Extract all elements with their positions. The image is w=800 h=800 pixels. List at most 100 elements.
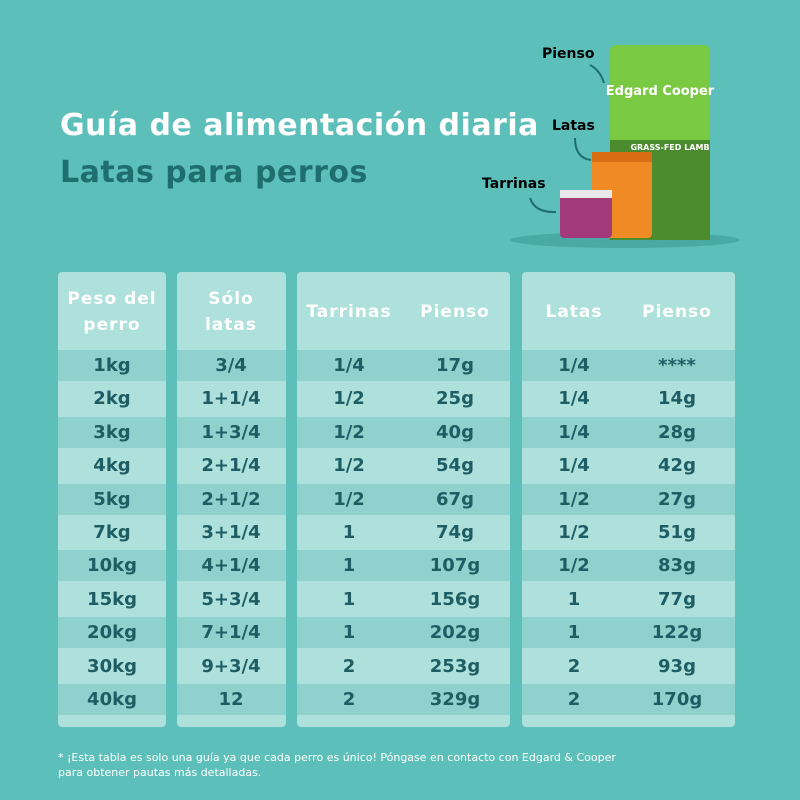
table-cell: 2 xyxy=(567,655,581,677)
table-cell: 2 xyxy=(342,655,356,677)
table-cell: 5+3/4 xyxy=(201,588,261,610)
row-stripe xyxy=(58,684,166,715)
table-cell: 14g xyxy=(658,388,696,410)
table-cell: 253g xyxy=(429,655,481,677)
table-cell: 170g xyxy=(651,689,703,710)
table-cell: 7+1/4 xyxy=(201,622,261,644)
table-cell: 15kg xyxy=(87,588,137,610)
table-cell: 1/4 xyxy=(333,355,365,376)
table-cell: 1 xyxy=(342,622,356,644)
table-cell: 156g xyxy=(429,588,481,610)
table-cell: 74g xyxy=(436,522,474,543)
table-cell: 10kg xyxy=(87,555,137,577)
table-cell: 1/2 xyxy=(333,421,365,443)
row-stripe xyxy=(522,617,735,649)
title: Guía de alimentación diaria xyxy=(60,108,539,143)
table-cell: 329g xyxy=(429,689,481,710)
row-stripe xyxy=(177,617,286,649)
table-cell: 1 xyxy=(567,588,581,610)
table-cell: 67g xyxy=(436,488,474,510)
table-cell: 83g xyxy=(658,555,696,577)
table-cell: 51g xyxy=(658,522,696,543)
table-cell: 1/2 xyxy=(558,488,590,510)
table-cell: 25g xyxy=(436,388,474,410)
column-header: Peso del perro xyxy=(67,289,157,335)
table-cell: 1/2 xyxy=(333,388,365,410)
row-stripe xyxy=(58,550,166,582)
table-cell: 12 xyxy=(218,689,244,710)
table-cell: 3/4 xyxy=(215,355,247,376)
row-stripe xyxy=(58,416,166,448)
tray xyxy=(560,190,612,238)
table-cell: 1/2 xyxy=(333,455,365,477)
table-cell: 2+1/4 xyxy=(201,455,261,477)
table-cell: 202g xyxy=(429,622,481,644)
row-stripe xyxy=(177,416,286,448)
table-cell: 3+1/4 xyxy=(201,522,261,543)
table-cell: 77g xyxy=(658,588,696,610)
table-cell: 1/4 xyxy=(558,388,590,410)
table-cell: 1/2 xyxy=(558,522,590,543)
table-cell: 30kg xyxy=(87,655,137,677)
row-stripe xyxy=(177,684,286,715)
column-header: Tarrinas xyxy=(306,302,392,322)
table-cell: 1 xyxy=(567,622,581,644)
row-stripe xyxy=(297,483,510,515)
flavor: GRASS-FED LAMB xyxy=(630,143,709,152)
subtitle: Latas para perros xyxy=(60,155,368,190)
table-cell: 4kg xyxy=(93,455,131,477)
table-cell: 20kg xyxy=(87,622,137,644)
table-cell: 1+3/4 xyxy=(201,421,261,443)
row-stripe xyxy=(297,684,510,715)
row-stripe xyxy=(522,416,735,448)
row-stripe xyxy=(58,617,166,649)
row-stripe xyxy=(177,550,286,582)
table-cell: 107g xyxy=(429,555,481,577)
row-stripe xyxy=(522,350,735,381)
table-cell: 1 xyxy=(342,588,356,610)
row-stripe xyxy=(297,550,510,582)
table-cell: 93g xyxy=(658,655,696,677)
table-cell: 1 xyxy=(342,555,356,577)
table-cell: 40kg xyxy=(87,689,137,710)
table-cell: 1kg xyxy=(93,355,131,376)
row-stripe xyxy=(177,350,286,381)
column-header: Latas xyxy=(545,302,603,322)
label-pienso: Pienso xyxy=(542,46,595,62)
table-cell: 27g xyxy=(658,488,696,510)
label-latas: Latas xyxy=(552,118,595,134)
column-header: Pienso xyxy=(420,302,490,322)
product-image: Edgard Cooper GRASS-FED LAMB Pienso Lata… xyxy=(482,45,740,248)
table-cell: 1/4 xyxy=(558,455,590,477)
table-cell: 1/4 xyxy=(558,355,590,376)
row-stripe xyxy=(522,684,735,715)
table-cell: 2+1/2 xyxy=(201,488,261,510)
table-cell: **** xyxy=(658,355,696,376)
table-cell: 1/4 xyxy=(558,421,590,443)
row-stripe xyxy=(58,483,166,515)
table-cell: 5kg xyxy=(93,488,131,510)
row-stripe xyxy=(522,483,735,515)
column-header: Pienso xyxy=(642,302,712,322)
row-stripe xyxy=(297,617,510,649)
table-cell: 2 xyxy=(342,689,356,710)
table-cell: 2 xyxy=(567,689,581,710)
row-stripe xyxy=(297,350,510,381)
row-stripe xyxy=(58,350,166,381)
table-cell: 122g xyxy=(651,622,703,644)
table-cell: 40g xyxy=(436,421,474,443)
table-cell: 4+1/4 xyxy=(201,555,261,577)
table-cell: 1+1/4 xyxy=(201,388,261,410)
table-cell: 54g xyxy=(436,455,474,477)
table-cell: 3kg xyxy=(93,421,131,443)
brand: Edgard Cooper xyxy=(606,84,715,99)
table-cell: 1/2 xyxy=(333,488,365,510)
table-cell: 9+3/4 xyxy=(201,655,261,677)
table-cell: 17g xyxy=(436,355,474,376)
column-header: Sólo latas xyxy=(204,289,257,335)
table-cell: 1/2 xyxy=(558,555,590,577)
row-stripe xyxy=(522,550,735,582)
table-cell: 1 xyxy=(342,522,356,543)
table-cell: 2kg xyxy=(93,388,131,410)
